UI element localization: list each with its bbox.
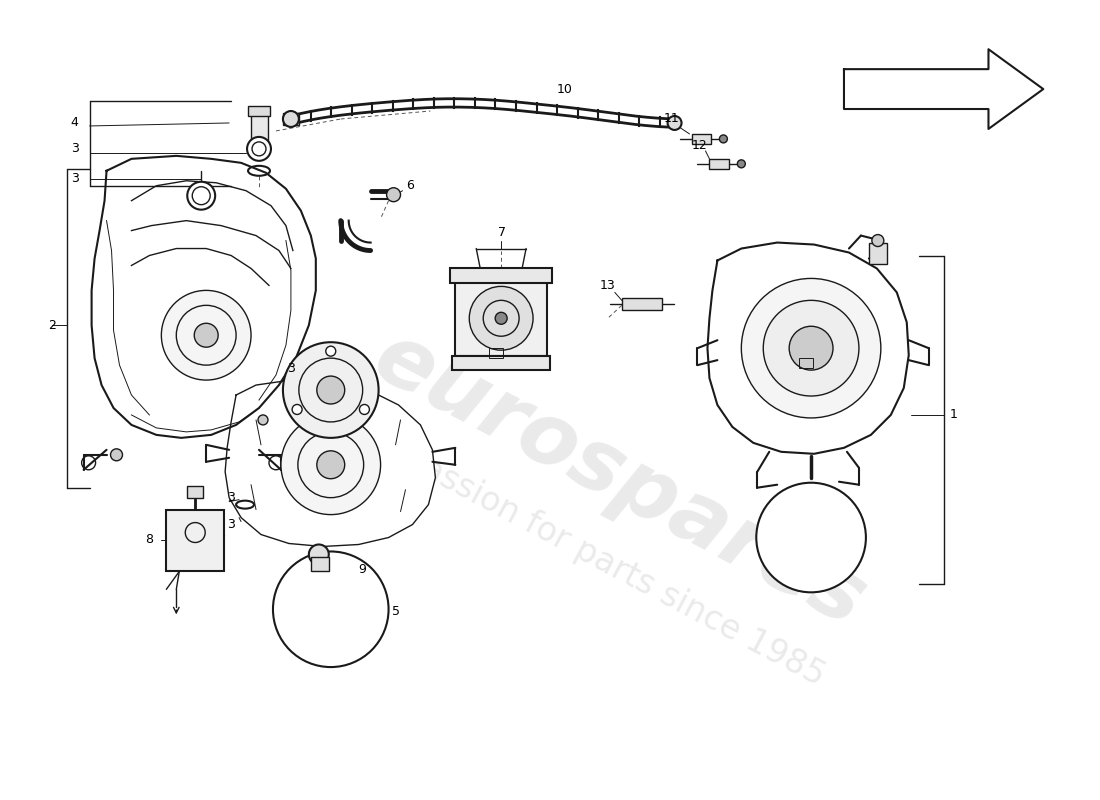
Text: 7: 7 [498,226,506,239]
Bar [450,269,552,283]
Text: 4: 4 [70,117,78,130]
Text: a passion for parts since 1985: a passion for parts since 1985 [370,426,830,692]
Text: eurospares: eurospares [360,315,880,644]
Polygon shape [844,50,1043,129]
Bar [311,558,329,571]
Bar [455,278,547,356]
Text: 1: 1 [949,409,957,422]
Bar [490,348,503,358]
Circle shape [360,405,370,414]
Polygon shape [226,380,436,546]
Bar [621,298,661,310]
Circle shape [162,290,251,380]
Circle shape [293,405,303,414]
Circle shape [872,234,883,246]
Circle shape [317,376,344,404]
Circle shape [668,116,682,130]
Circle shape [248,137,271,161]
Circle shape [719,135,727,143]
Polygon shape [91,156,316,438]
Polygon shape [707,242,909,454]
Circle shape [741,278,881,418]
Bar [283,113,299,125]
Text: 3: 3 [70,142,78,155]
Circle shape [763,300,859,396]
Circle shape [757,482,866,592]
Circle shape [737,160,746,168]
Circle shape [386,188,400,202]
Text: 9: 9 [359,563,366,576]
Circle shape [280,415,381,514]
Circle shape [258,415,268,425]
Bar [249,106,270,116]
Circle shape [110,449,122,461]
Text: 3: 3 [287,362,295,374]
Circle shape [470,286,534,350]
Text: 5: 5 [392,605,399,618]
Circle shape [187,182,216,210]
Bar [452,356,550,370]
Text: 3: 3 [70,172,78,186]
Circle shape [317,451,344,478]
Text: 3: 3 [228,491,235,504]
Circle shape [273,551,388,667]
Circle shape [195,323,218,347]
Circle shape [283,111,299,127]
Bar [799,358,813,368]
Circle shape [309,545,329,565]
Text: 8: 8 [145,533,153,546]
Text: 6: 6 [407,179,415,192]
Text: 10: 10 [557,82,573,95]
Text: 11: 11 [663,113,680,126]
Text: 12: 12 [692,139,707,152]
Bar [869,242,887,265]
Text: 2: 2 [47,318,56,332]
Circle shape [283,342,378,438]
Bar [692,134,712,144]
Bar [166,510,224,571]
Text: 3: 3 [228,518,235,531]
Circle shape [495,312,507,324]
Bar [187,486,204,498]
Text: 13: 13 [600,279,616,292]
Bar [710,159,729,169]
Circle shape [789,326,833,370]
Bar [251,111,268,143]
Circle shape [326,346,336,356]
